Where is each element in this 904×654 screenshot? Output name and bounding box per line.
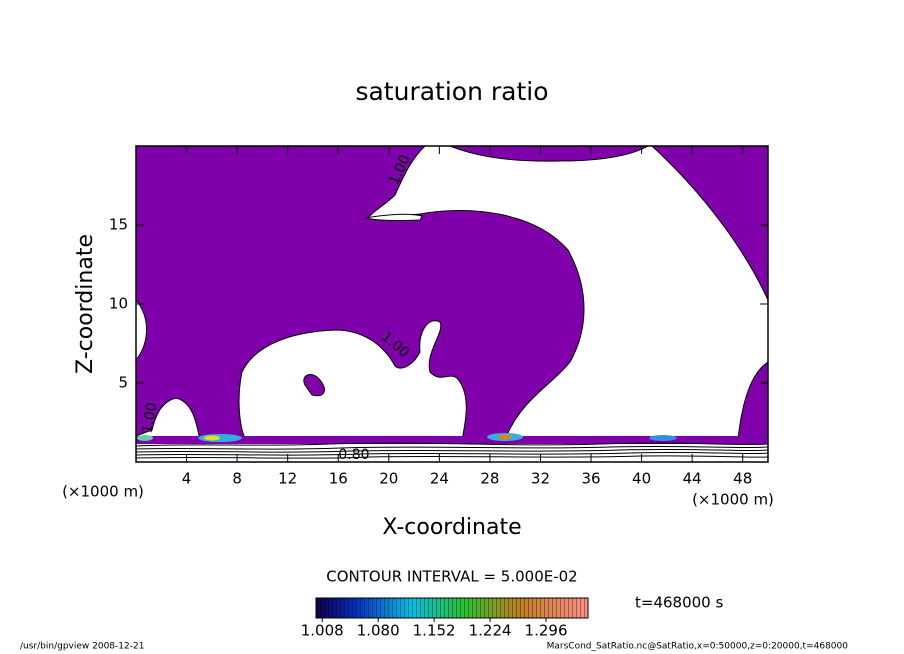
plot-area <box>136 146 768 462</box>
contour-line <box>136 442 768 447</box>
contour-label: 1.00 <box>139 401 160 434</box>
contour-line <box>136 455 768 459</box>
region <box>136 436 768 444</box>
y-axis-label: Z-coordinate <box>73 234 98 374</box>
region-high <box>137 435 153 441</box>
x-tick-label: 40 <box>632 470 651 488</box>
footer-left: /usr/bin/gpview 2008-12-21 <box>20 642 144 652</box>
x-tick-label: 16 <box>329 470 348 488</box>
region-hole <box>364 213 423 222</box>
contour-line <box>136 451 768 456</box>
x-tick-label: 4 <box>182 470 192 488</box>
time-label: t=468000 s <box>635 594 723 612</box>
x-tick-label: 48 <box>733 470 752 488</box>
contour-interval: CONTOUR INTERVAL = 5.000E-02 <box>326 568 577 586</box>
y-tick-label: 10 <box>109 295 128 313</box>
chart-title: saturation ratio <box>355 77 548 106</box>
region-high <box>204 435 220 441</box>
x-tick-label: 32 <box>531 470 550 488</box>
colorbar-tick-label: 1.080 <box>357 622 400 640</box>
x-tick-label: 36 <box>581 470 600 488</box>
y-unit: (×1000 m) <box>62 483 144 501</box>
contour-lines <box>136 442 768 459</box>
contour-line <box>136 448 768 453</box>
colorbar-tick-label: 1.152 <box>413 622 456 640</box>
x-tick-label: 8 <box>232 470 242 488</box>
colorbar-tick-label: 1.296 <box>525 622 568 640</box>
x-tick-label: 44 <box>683 470 702 488</box>
contour-label: 0.80 <box>338 447 369 463</box>
region <box>449 146 650 162</box>
x-unit: (×1000 m) <box>692 491 774 509</box>
footer-right: MarsCond_SatRatio.nc@SatRatio,x=0:50000,… <box>547 642 849 652</box>
colorbar-tick-label: 1.224 <box>469 622 512 640</box>
region <box>136 146 585 441</box>
region <box>303 374 325 397</box>
colorbar-tick-label: 1.008 <box>301 622 344 640</box>
x-axis-label: X-coordinate <box>382 515 521 540</box>
x-tick-label: 20 <box>379 470 398 488</box>
y-tick-label: 15 <box>109 216 128 234</box>
x-tick-label: 12 <box>278 470 297 488</box>
region-high <box>498 434 512 440</box>
colorbar-frame <box>315 597 589 619</box>
region-high <box>649 435 677 441</box>
x-tick-label: 28 <box>480 470 499 488</box>
y-tick-label: 5 <box>118 374 128 392</box>
contour-line <box>136 445 768 450</box>
x-tick-label: 24 <box>430 470 449 488</box>
